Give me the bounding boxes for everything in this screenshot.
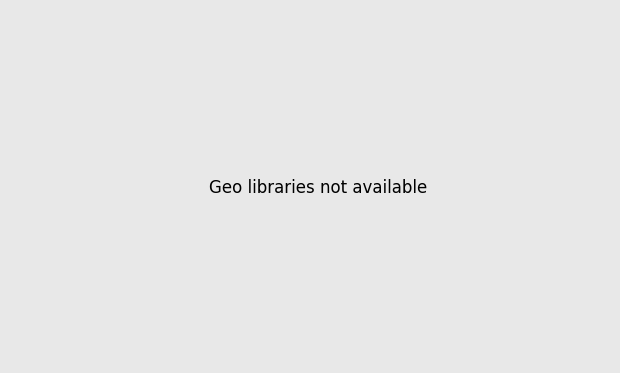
Text: Geo libraries not available: Geo libraries not available	[208, 179, 427, 197]
